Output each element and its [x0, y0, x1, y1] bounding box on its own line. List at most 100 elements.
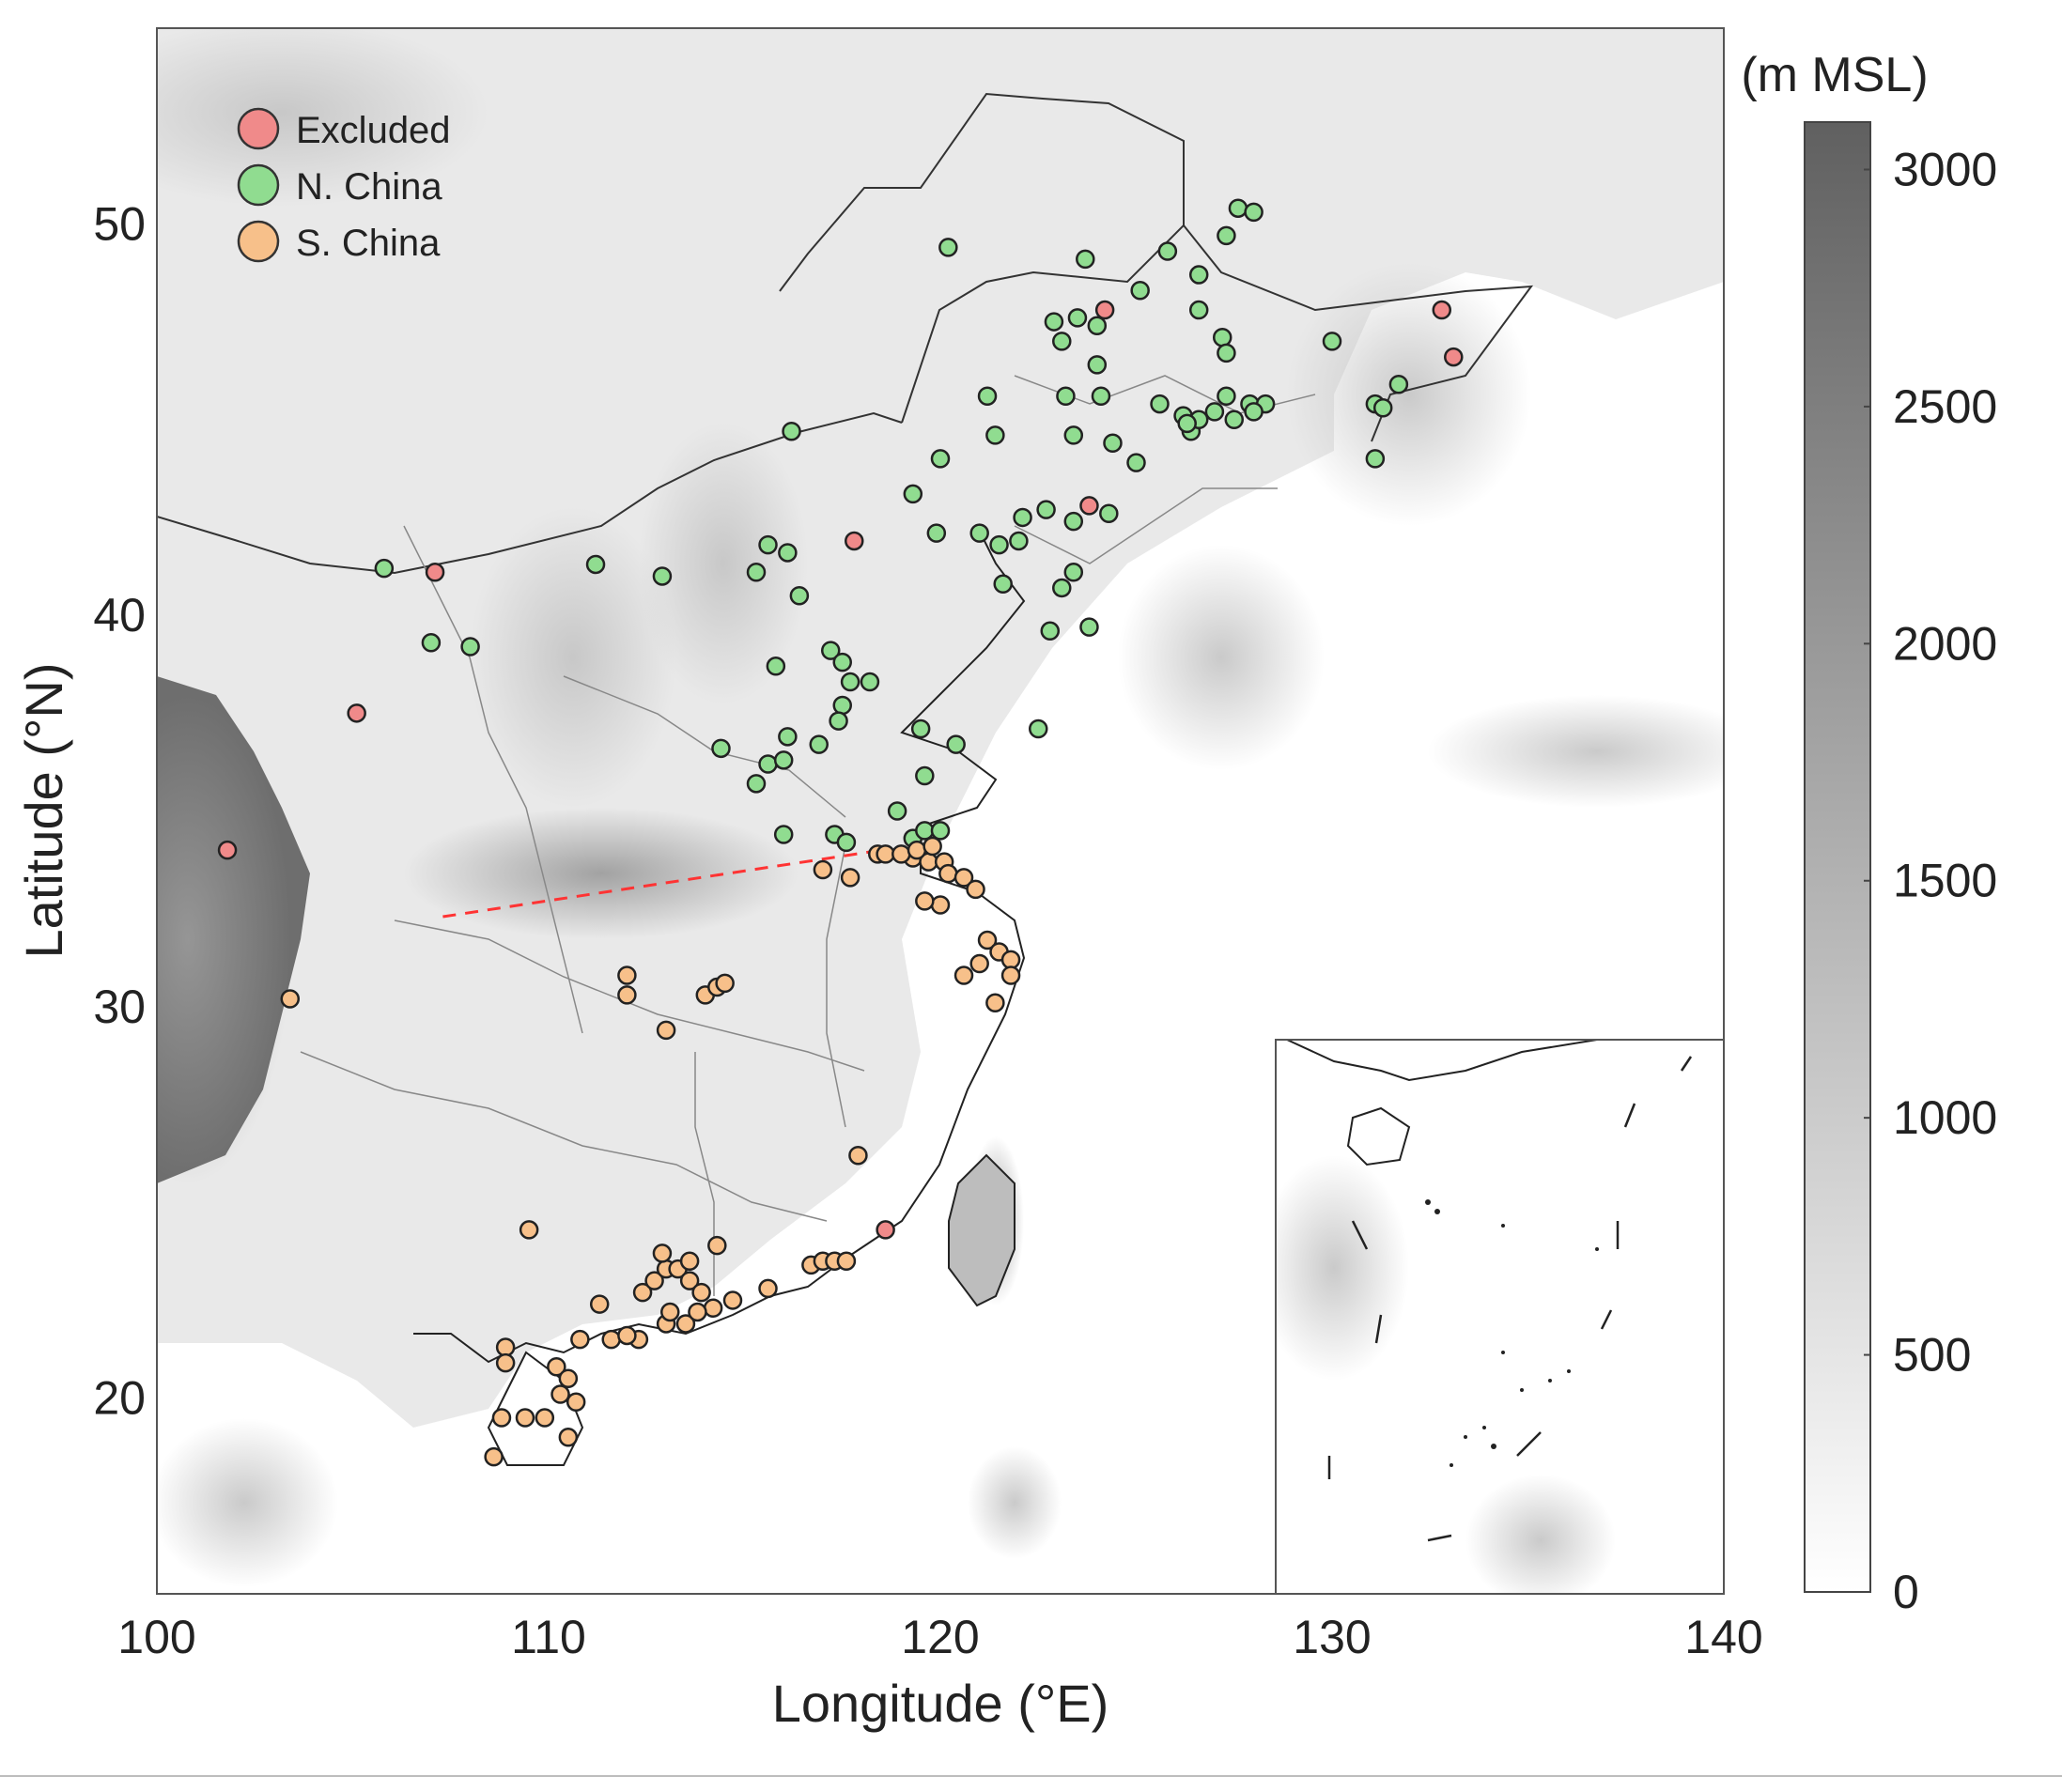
colorbar-tick-label: 1500	[1893, 855, 1997, 907]
north-china-station	[836, 832, 857, 853]
north-china-station	[1204, 402, 1225, 422]
north-china-station	[789, 586, 810, 606]
south-china-station	[915, 891, 935, 911]
colorbar-bar	[1804, 121, 1871, 1593]
north-china-station	[1212, 327, 1233, 348]
south-china-station	[848, 1145, 868, 1166]
north-china-station	[829, 711, 848, 731]
south-china-station	[938, 863, 958, 884]
north-china-station	[1150, 394, 1170, 414]
north-china-station	[969, 523, 989, 543]
colorbar-tick-label: 3000	[1893, 143, 1997, 195]
legend-marker-south	[237, 220, 280, 263]
legend-marker-north	[237, 163, 280, 207]
north-china-station	[985, 425, 1005, 445]
north-china-station	[1322, 332, 1342, 351]
excluded-station	[217, 840, 238, 860]
north-china-station	[809, 734, 829, 754]
south-china-station	[550, 1384, 570, 1404]
south-china-station	[953, 868, 974, 888]
north-china-station	[1013, 507, 1032, 528]
north-china-station	[1388, 374, 1409, 394]
north-china-station	[910, 718, 931, 739]
inset-hainan	[1346, 1106, 1411, 1166]
north-china-station	[758, 534, 778, 555]
x-axis-label: Longitude (°E)	[772, 1674, 1109, 1733]
north-china-station	[1188, 265, 1209, 285]
south-china-station	[484, 1446, 504, 1467]
north-china-station	[1052, 332, 1072, 351]
south-china-station	[558, 1428, 579, 1447]
south-china-station	[656, 1020, 676, 1041]
north-china-station	[652, 566, 673, 586]
north-china-station	[773, 750, 794, 770]
south-china-station	[617, 985, 637, 1005]
inset-coastline	[1286, 1040, 1598, 1082]
colorbar-tick-label: 2500	[1893, 380, 1997, 433]
legend-marker-excluded	[237, 107, 280, 150]
north-china-station	[1228, 198, 1248, 218]
north-china-station	[1052, 578, 1072, 598]
north-china-station	[926, 523, 947, 543]
taiwan-outline	[948, 1153, 1015, 1307]
north-china-station	[820, 641, 841, 660]
north-china-station	[746, 774, 767, 794]
north-china-station	[1040, 621, 1061, 641]
north-china-station	[778, 543, 798, 563]
north-china-station	[773, 825, 794, 844]
legend-label-south: S. China	[296, 223, 441, 264]
north-china-station	[1079, 617, 1099, 637]
national-border	[1183, 224, 1534, 442]
national-border	[157, 411, 903, 575]
north-china-station	[1067, 308, 1088, 328]
colorbar-tick-label: 500	[1893, 1329, 1971, 1382]
south-china-station	[715, 973, 735, 994]
south-china-station	[966, 879, 985, 900]
legend-label-north: N. China	[296, 166, 442, 208]
north-china-station	[1063, 511, 1084, 532]
colorbar-tick-label: 0	[1893, 1566, 1919, 1618]
colorbar-tick-labels: 0 500 1000 1500 2000 2500 3000	[1864, 143, 1997, 1618]
luzon-shade	[968, 1446, 1062, 1559]
south-china-station	[930, 895, 951, 915]
north-china-station	[840, 672, 860, 692]
south-china-station	[644, 1271, 664, 1290]
north-china-station	[993, 574, 1013, 595]
north-south-divider	[442, 848, 882, 919]
north-china-station	[930, 821, 951, 841]
main-map	[156, 27, 1725, 1595]
bottom-rule	[0, 1775, 2062, 1777]
north-china-station	[782, 422, 801, 441]
north-china-station	[1103, 433, 1123, 454]
south-china-station	[566, 1392, 586, 1413]
south-china-station	[813, 859, 833, 880]
excluded-station	[1094, 300, 1115, 320]
x-axis: 100 110 120 130 140 Longitude (°E)	[117, 1611, 1762, 1733]
north-china-station	[585, 554, 606, 575]
stations-layer	[217, 198, 1464, 1467]
south-china-station	[836, 1251, 857, 1272]
map-frame	[156, 27, 1725, 1595]
north-china-station	[1044, 312, 1064, 332]
north-china-station	[1056, 386, 1076, 406]
taihang-shade	[639, 423, 808, 704]
indochina-shade	[157, 1418, 338, 1587]
north-china-station	[1224, 409, 1244, 429]
south-china-station	[876, 844, 895, 864]
excluded-station	[347, 703, 366, 723]
nine-dash-line	[1327, 1056, 1693, 1542]
north-china-station	[887, 801, 907, 821]
colorbar: (m MSL) 0 500 1000 1500 2000 2500 3000	[1741, 48, 1997, 1618]
north-china-station	[758, 754, 778, 774]
south-china-station	[722, 1290, 743, 1310]
north-china-station	[915, 765, 935, 786]
north-china-station	[832, 652, 852, 672]
inset-mainland-shade	[1276, 1155, 1409, 1381]
north-china-station	[746, 563, 767, 582]
south-china-station	[758, 1278, 778, 1299]
x-tick-labels: 100 110 120 130 140	[117, 1611, 1762, 1663]
x-tick-label: 130	[1293, 1611, 1371, 1663]
north-china-station	[460, 637, 480, 657]
north-china-station	[1063, 563, 1084, 582]
